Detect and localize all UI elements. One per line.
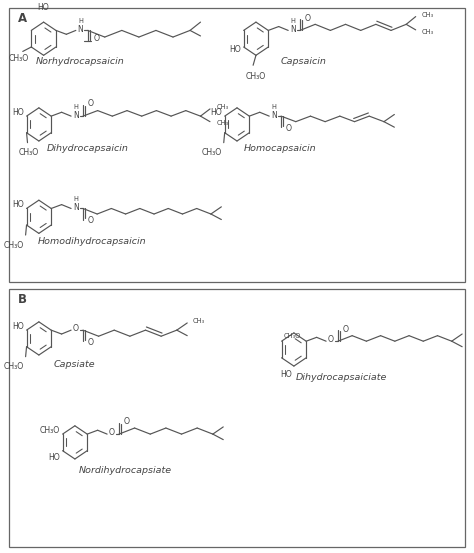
Text: O: O xyxy=(88,338,94,347)
Text: Norhydrocapsaicin: Norhydrocapsaicin xyxy=(35,58,124,66)
Text: HO: HO xyxy=(12,108,24,117)
Text: O: O xyxy=(109,428,115,437)
Bar xyxy=(9,289,465,547)
Text: CH₃O: CH₃O xyxy=(19,148,39,157)
Text: N: N xyxy=(73,203,79,212)
Text: CH₃: CH₃ xyxy=(216,105,228,110)
Text: O: O xyxy=(88,216,94,225)
Text: HO: HO xyxy=(280,371,292,379)
Text: Dihydrocapsaiciate: Dihydrocapsaiciate xyxy=(296,373,387,382)
Text: B: B xyxy=(18,293,27,306)
Text: CH₃O: CH₃O xyxy=(246,72,266,81)
Text: H: H xyxy=(73,104,78,109)
Text: A: A xyxy=(18,12,27,25)
Text: Homodihydrocapsaicin: Homodihydrocapsaicin xyxy=(38,237,147,246)
Text: Nordihydrocapsiate: Nordihydrocapsiate xyxy=(79,466,172,474)
Text: N: N xyxy=(73,111,79,119)
Text: CH₃O: CH₃O xyxy=(8,54,28,63)
Text: CH₃O: CH₃O xyxy=(202,148,222,157)
Text: O: O xyxy=(286,124,292,133)
Text: H: H xyxy=(78,18,83,24)
Text: HO: HO xyxy=(12,200,24,209)
Text: N: N xyxy=(271,111,277,119)
Text: O: O xyxy=(93,34,100,43)
Text: N: N xyxy=(78,25,83,34)
Text: HO: HO xyxy=(210,108,222,117)
Text: CH₃: CH₃ xyxy=(422,29,434,34)
Bar xyxy=(9,8,465,282)
Text: O: O xyxy=(88,100,94,108)
Text: HO: HO xyxy=(229,45,241,54)
Text: CH₃: CH₃ xyxy=(422,12,434,18)
Text: H: H xyxy=(73,196,78,202)
Text: CH₃O: CH₃O xyxy=(39,426,60,435)
Text: O: O xyxy=(328,335,334,344)
Text: CH₃O: CH₃O xyxy=(4,362,24,371)
Text: Capsiate: Capsiate xyxy=(54,361,96,369)
Text: HO: HO xyxy=(12,322,24,331)
Text: HO: HO xyxy=(38,3,49,12)
Text: O: O xyxy=(305,14,311,23)
Text: O: O xyxy=(124,418,130,426)
Text: O: O xyxy=(343,325,349,333)
Text: Capsaicin: Capsaicin xyxy=(281,58,326,66)
Text: N: N xyxy=(290,25,296,34)
Text: Dihydrocapsaicin: Dihydrocapsaicin xyxy=(47,144,128,153)
Text: CH₃: CH₃ xyxy=(192,319,205,324)
Text: O: O xyxy=(73,324,79,333)
Text: CH₃O: CH₃O xyxy=(4,241,24,249)
Text: HO: HO xyxy=(48,453,60,462)
Text: H: H xyxy=(291,18,295,24)
Text: CH₃: CH₃ xyxy=(216,121,228,126)
Text: H: H xyxy=(272,104,276,109)
Text: Homocapsaicin: Homocapsaicin xyxy=(243,144,316,153)
Text: CH₃O: CH₃O xyxy=(283,333,301,338)
